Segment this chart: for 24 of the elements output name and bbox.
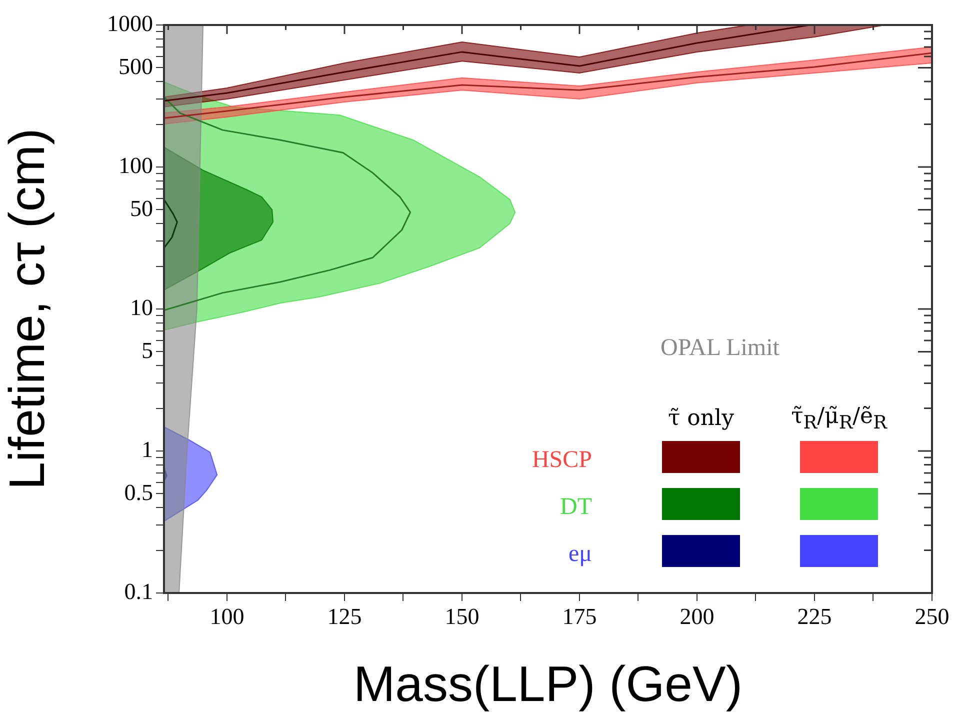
y-axis-title: Lifetime, cτ (cm) [0,128,55,490]
x-tick-label: 175 [562,604,597,629]
y-tick-label: 0.5 [124,480,153,505]
annotation: τ̃$_{R}$/μ̃$_{R}$/ẽ$_{R}$ [790,404,888,433]
x-tick-label: 200 [680,604,714,629]
y-tick-label: 500 [118,54,153,79]
x-axis-title: Mass(LLP) (GeV) [354,656,742,712]
y-tick-label: 5 [142,338,153,363]
x-tick-label: 250 [914,604,950,629]
x-tick-label: 100 [210,604,244,629]
x-tick-label: 125 [327,604,362,629]
y-tick-label: 0.1 [124,579,153,604]
y-tick-label: 1000 [107,11,153,36]
x-tick-label: 150 [444,604,480,629]
x-tick-label: 225 [797,604,832,629]
annotation: OPAL Limit [660,334,780,362]
text: DT [559,493,593,522]
text: eμ [567,540,593,569]
annotation: τ̃ only [666,404,736,433]
y-tick-label: 100 [118,153,153,178]
y-tick-label: 50 [130,196,153,221]
text: HSCP [532,446,593,475]
y-tick-label: 1 [142,437,153,462]
y-tick-label: 10 [130,295,153,320]
